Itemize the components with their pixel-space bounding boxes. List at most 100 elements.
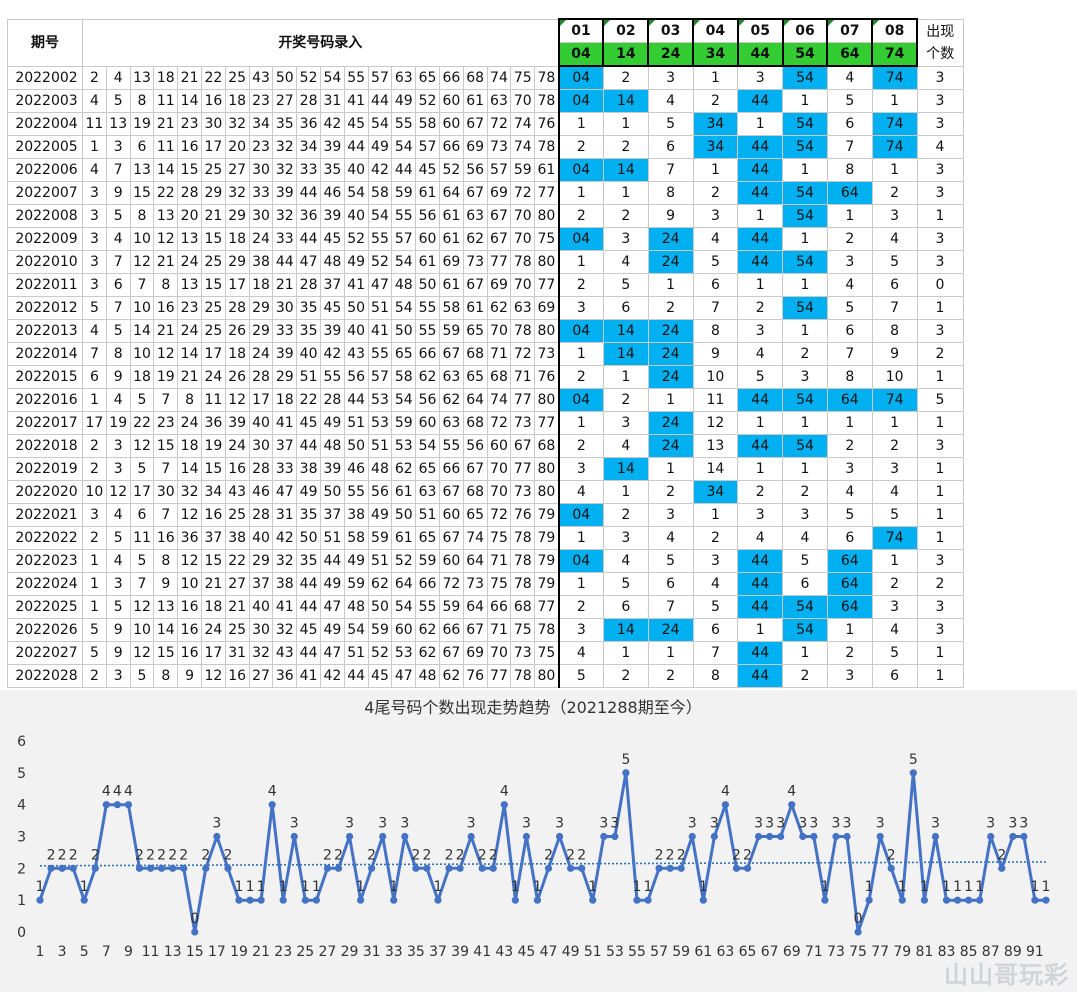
hit-cell: 14 <box>602 89 649 113</box>
header-title: 开奖号码录入 <box>81 18 560 67</box>
draw-number: 37 <box>248 572 274 596</box>
count-header-text: 出现 个数 <box>918 21 962 65</box>
draw-number: 49 <box>367 135 393 159</box>
hit-cell: 24 <box>647 250 694 274</box>
draw-number: 60 <box>486 434 512 458</box>
draw-number: 66 <box>415 572 440 596</box>
data-label: 1 <box>1030 879 1039 895</box>
miss-cell: 14 <box>692 457 739 481</box>
draw-number: 27 <box>248 664 274 688</box>
draw-number: 57 <box>367 365 393 389</box>
data-label: 3 <box>345 816 354 832</box>
draw-number: 45 <box>319 296 345 320</box>
draw-number: 46 <box>248 480 274 504</box>
draw-number: 76 <box>534 365 560 389</box>
data-point <box>909 769 917 777</box>
occurrence-count: 0 <box>916 273 964 297</box>
hit-cell: 24 <box>647 411 694 435</box>
draw-number: 20 <box>177 204 202 228</box>
draw-number: 44 <box>343 388 369 412</box>
miss-cell: 4 <box>692 227 739 251</box>
position-header: 06 <box>781 18 829 43</box>
draw-number: 39 <box>319 204 345 228</box>
draw-number: 62 <box>415 641 440 665</box>
draw-number: 39 <box>319 319 345 343</box>
draw-number: 21 <box>177 65 202 90</box>
miss-cell: 4 <box>826 480 873 504</box>
draw-number: 51 <box>319 526 345 550</box>
draw-number: 77 <box>534 595 560 619</box>
data-point <box>998 864 1006 872</box>
draw-number: 78 <box>510 526 536 550</box>
draw-number: 80 <box>534 457 560 481</box>
draw-number: 28 <box>248 365 274 389</box>
draw-number: 16 <box>153 296 179 320</box>
issue-number: 2022016 <box>7 388 83 412</box>
position-header: 01 <box>557 18 605 43</box>
draw-number: 30 <box>248 434 274 458</box>
draw-number: 15 <box>200 227 226 251</box>
data-point <box>47 864 55 872</box>
position-header: 07 <box>826 18 874 43</box>
draw-number: 48 <box>319 250 345 274</box>
issue-number: 2022024 <box>7 572 83 596</box>
data-label: 2 <box>997 847 1006 863</box>
draw-number: 68 <box>534 434 560 458</box>
tail-header: 64 <box>826 42 874 67</box>
draw-number: 24 <box>200 618 226 642</box>
draw-number: 3 <box>82 273 107 297</box>
table-row: 2022028 2 3 5 8 9 12 16 27 36 41 42 44 45 47 48 62 76 77 78… <box>7 664 964 688</box>
position-header: 08 <box>871 18 918 43</box>
draw-number: 11 <box>153 89 179 113</box>
draw-number: 70 <box>510 273 536 297</box>
miss-cell: 1 <box>602 365 649 389</box>
miss-cell: 7 <box>826 135 873 159</box>
hit-cell: 44 <box>737 664 784 688</box>
draw-number: 2 <box>82 434 107 458</box>
draw-number: 5 <box>105 595 131 619</box>
data-label: 3 <box>467 816 476 832</box>
miss-cell: 11 <box>692 388 739 412</box>
miss-cell: 1 <box>782 89 828 113</box>
draw-number: 73 <box>462 250 488 274</box>
draw-number: 44 <box>296 227 321 251</box>
data-point <box>754 832 763 841</box>
hit-cell: 44 <box>737 250 784 274</box>
draw-number: 44 <box>296 434 321 458</box>
draw-number: 63 <box>438 365 464 389</box>
draw-number: 4 <box>105 388 131 412</box>
x-tick-label: 41 <box>473 944 491 960</box>
draw-number: 8 <box>105 342 131 366</box>
draw-number: 43 <box>343 342 369 366</box>
data-point <box>666 864 674 872</box>
draw-number: 10 <box>129 296 155 320</box>
draw-number: 78 <box>534 135 560 159</box>
draw-number: 34 <box>296 135 321 159</box>
draw-number: 5 <box>129 388 155 412</box>
draw-number: 12 <box>224 388 250 412</box>
hit-cell: 44 <box>737 572 784 596</box>
draw-number: 29 <box>224 250 250 274</box>
miss-cell: 8 <box>647 181 694 205</box>
draw-number: 64 <box>438 181 464 205</box>
hit-cell: 04 <box>558 388 604 412</box>
draw-number: 5 <box>82 618 107 642</box>
draw-number: 21 <box>153 319 179 343</box>
data-point <box>1031 896 1039 904</box>
table-row: 2022007 3 9 15 22 28 29 32 33 39 44 46 54 58 59 61 64 67 6… <box>7 181 964 205</box>
draw-number: 61 <box>415 250 440 274</box>
draw-number: 42 <box>319 342 345 366</box>
data-label: 2 <box>489 847 498 863</box>
draw-number: 44 <box>296 572 321 596</box>
draw-number: 52 <box>296 65 321 90</box>
miss-cell: 1 <box>558 411 604 435</box>
miss-cell: 2 <box>647 296 694 320</box>
y-tick-label: 5 <box>17 766 26 782</box>
x-tick-label: 7 <box>102 944 111 960</box>
draw-number: 15 <box>129 181 155 205</box>
data-label: 2 <box>168 847 177 863</box>
data-label: 3 <box>599 816 608 832</box>
data-point <box>500 801 508 809</box>
hit-cell: 14 <box>602 457 649 481</box>
data-point <box>412 864 420 872</box>
